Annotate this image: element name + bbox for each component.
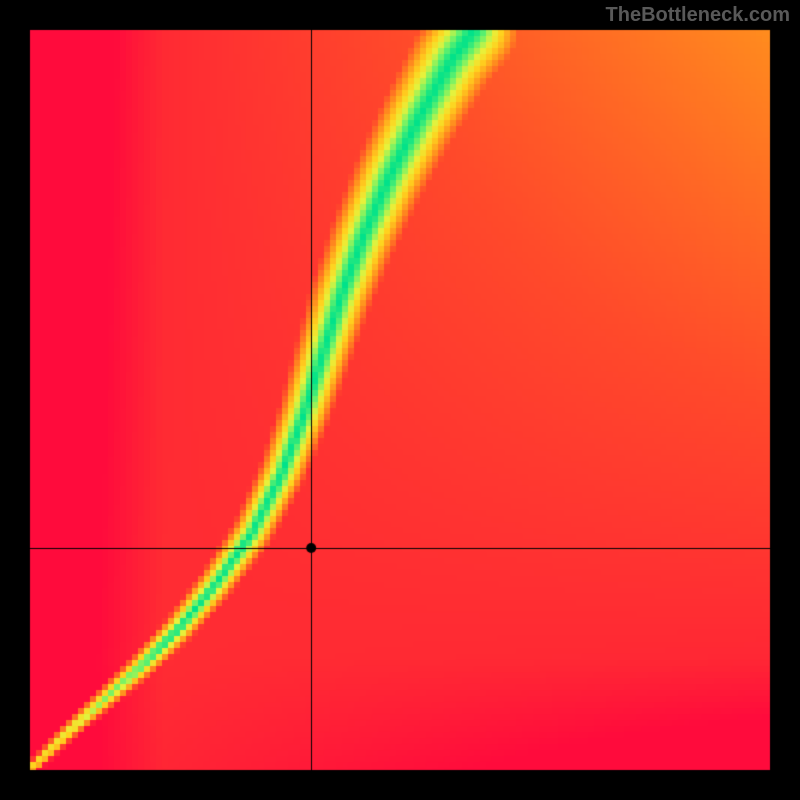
attribution-text: TheBottleneck.com	[606, 4, 790, 27]
chart-container: TheBottleneck.com	[0, 0, 800, 800]
bottleneck-heatmap	[0, 0, 800, 800]
